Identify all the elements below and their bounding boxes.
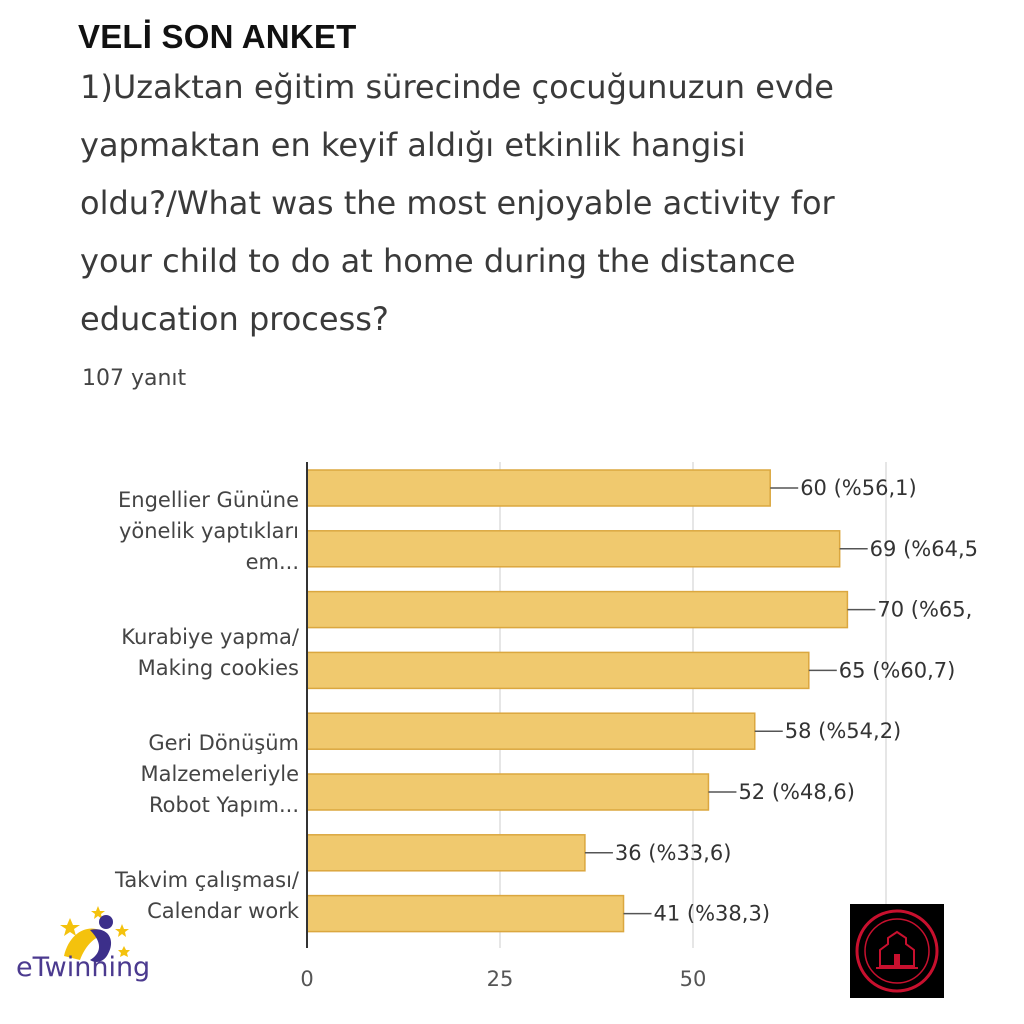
value-label: 52 (%48,6) <box>738 780 855 804</box>
ministry-seal-icon <box>855 909 939 993</box>
ministry-logo <box>850 904 944 998</box>
etwinning-logo-icon <box>60 906 130 962</box>
bar-layer <box>306 469 849 933</box>
label-layer: 60 (%56,1) 69 (%64,5 70 (%65, 65 (%60,7) 58 … <box>114 476 978 926</box>
category-label: Geri Dönüşüm <box>148 731 299 755</box>
category-label: Making cookies <box>138 656 299 680</box>
value-label: 58 (%54,2) <box>785 719 902 743</box>
star-icon <box>118 946 130 957</box>
bar <box>306 773 710 811</box>
category-label: yönelik yaptıkları <box>119 519 299 543</box>
value-label: 36 (%33,6) <box>615 841 732 865</box>
value-label: 60 (%56,1) <box>800 476 917 500</box>
bar <box>306 530 841 568</box>
bar <box>306 894 625 933</box>
chart-crop-band <box>0 440 320 462</box>
x-tick-label: 50 <box>680 967 707 991</box>
category-label: Kurabiye yapma/ <box>121 625 300 649</box>
star-icon <box>91 906 105 919</box>
bar <box>306 590 849 629</box>
star-icon <box>115 924 129 937</box>
bar <box>306 834 586 872</box>
bar-chart: 60 (%56,1) 69 (%64,5 70 (%65, 65 (%60,7) 58 … <box>0 440 978 991</box>
value-label: 65 (%60,7) <box>839 658 956 682</box>
axis-layer: 0 25 50 <box>0 440 706 991</box>
category-label: Malzemeleriyle <box>140 762 299 786</box>
etwinning-head <box>99 915 113 929</box>
value-label: 70 (%65, <box>877 598 972 622</box>
bar <box>306 651 810 690</box>
etwinning-wordmark: eTwinning <box>16 952 151 983</box>
response-count: 107 yanıt <box>82 366 187 391</box>
category-label: Takvim çalışması/ <box>114 868 300 892</box>
bar <box>306 712 756 750</box>
etwinning-stars <box>60 906 130 957</box>
x-tick-label: 25 <box>487 967 514 991</box>
category-label: Engellier Gününe <box>118 488 299 512</box>
question-text: 1)Uzaktan eğitim sürecinde çocuğunuzun e… <box>80 68 835 338</box>
category-label: Robot Yapım... <box>149 793 299 817</box>
category-label: em... <box>246 550 299 574</box>
x-tick-label: 0 <box>300 967 313 991</box>
etwinning-figure-blue <box>90 929 112 962</box>
survey-heading: VELİ SON ANKET <box>78 18 357 55</box>
category-label: Calendar work <box>147 899 300 923</box>
value-label: 41 (%38,3) <box>654 902 771 926</box>
value-label: 69 (%64,5 <box>870 537 978 561</box>
star-icon <box>60 918 80 936</box>
bar <box>306 469 771 507</box>
